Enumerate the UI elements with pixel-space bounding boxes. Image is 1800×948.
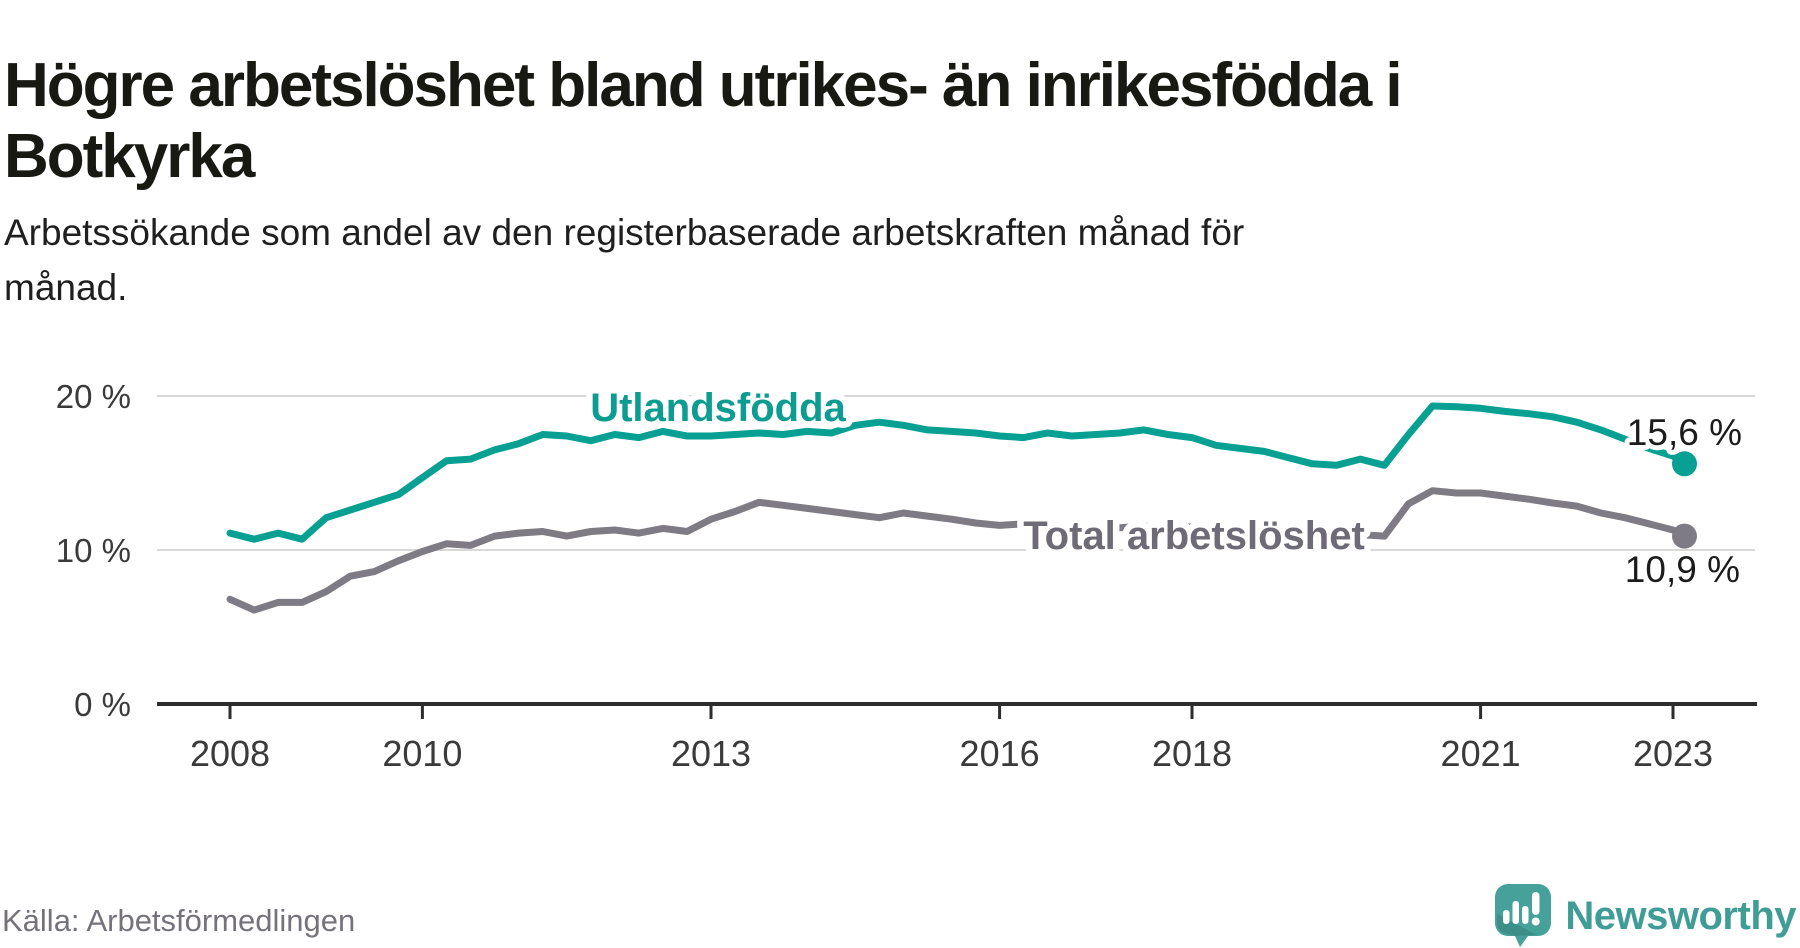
gridlines — [157, 395, 1755, 551]
page-title-line2: Botkyrka — [4, 121, 255, 191]
y-axis-labels: 20 % 10 % 0 % — [56, 378, 131, 723]
x-axis-labels: 2008 2010 2013 2016 2018 2021 2023 — [190, 733, 1713, 774]
page-title-line1: Högre arbetslöshet bland utrikes- än inr… — [4, 50, 1403, 120]
chart-subtitle-line2: månad. — [4, 267, 128, 308]
series-label-utlandsfodda: Utlandsfödda — [590, 386, 846, 430]
value-label-utlandsfodda: 15,6 % — [1627, 412, 1742, 453]
chart-subtitle-line1: Arbetssökande som andel av den registerb… — [4, 212, 1245, 253]
x-axis-tick-label: 2016 — [960, 733, 1040, 774]
x-axis-tick-label: 2010 — [382, 733, 462, 774]
y-axis-tick-label: 0 % — [74, 686, 131, 723]
chart-subtitle: Arbetssökande som andel av den registerb… — [4, 205, 1504, 315]
page-title: Högre arbetslöshet bland utrikes- än inr… — [4, 50, 1764, 192]
series-endpoint-total-arbetsloshet — [1672, 523, 1697, 549]
x-axis-tick-label: 2023 — [1633, 733, 1713, 774]
x-axis-tick-label: 2018 — [1152, 733, 1232, 774]
y-axis-tick-label: 20 % — [56, 378, 131, 415]
source-note: Källa: Arbetsförmedlingen — [2, 903, 356, 938]
series-line-total-arbetsloshet — [226, 487, 1688, 614]
x-axis-ticks — [228, 706, 1675, 719]
series-endpoint-utlandsfodda — [1672, 451, 1697, 477]
y-axis-tick-label: 10 % — [56, 532, 131, 569]
newsworthy-bubble-chart-icon — [1495, 884, 1552, 947]
newsworthy-logo: Newsworthy — [1495, 884, 1796, 948]
x-axis-tick-label: 2008 — [190, 733, 270, 774]
x-axis-tick-label: 2021 — [1441, 733, 1521, 774]
value-label-total-arbetsloshet: 10,9 % — [1625, 549, 1740, 590]
x-axis-tick-label: 2013 — [671, 733, 751, 774]
newsworthy-wordmark: Newsworthy — [1565, 893, 1796, 938]
series-label-total-arbetsloshet: Total arbetslöshet — [1023, 514, 1365, 558]
series-line-utlandsfodda — [226, 402, 1688, 543]
